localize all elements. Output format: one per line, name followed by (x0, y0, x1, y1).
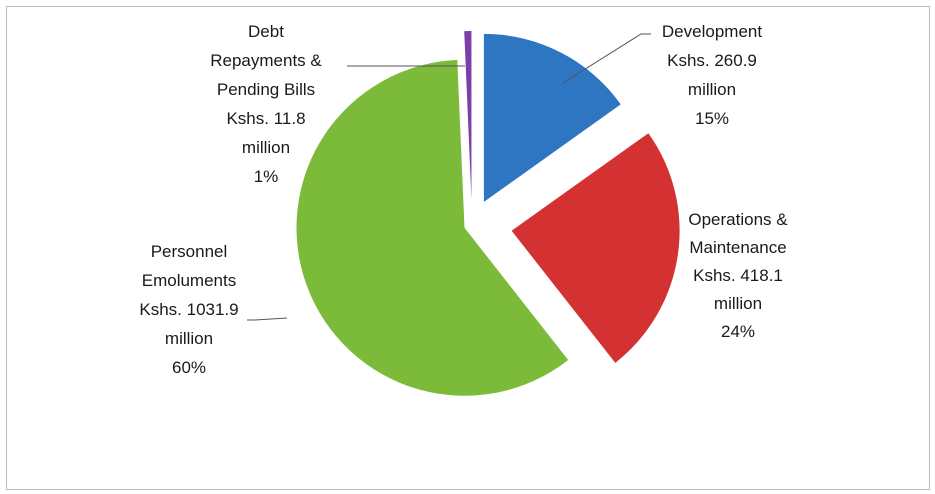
data-label-debt-repayments-and-pending-bills: Debt Repayments & Pending Bills Kshs. 11.8 m… (210, 22, 322, 186)
data-label-development: Development Kshs. 260.9 million 15% (662, 22, 762, 128)
pie-slice-development (483, 33, 621, 202)
pie-slice-debt-repayments-and-pending-bills (464, 31, 472, 200)
data-label-operations-and-maintenance: Operations & Maintenance Kshs. 418.1 millio… (688, 210, 788, 341)
pie-slice-personnel-emoluments (296, 59, 569, 396)
pie-slice-operations-and-maintenance (511, 133, 680, 363)
data-label-personnel-emoluments: Personnel Emoluments Kshs. 1031.9 million 60… (139, 242, 238, 377)
leader-line-personnel-emoluments (247, 317, 288, 321)
leader-line-development (562, 33, 651, 84)
